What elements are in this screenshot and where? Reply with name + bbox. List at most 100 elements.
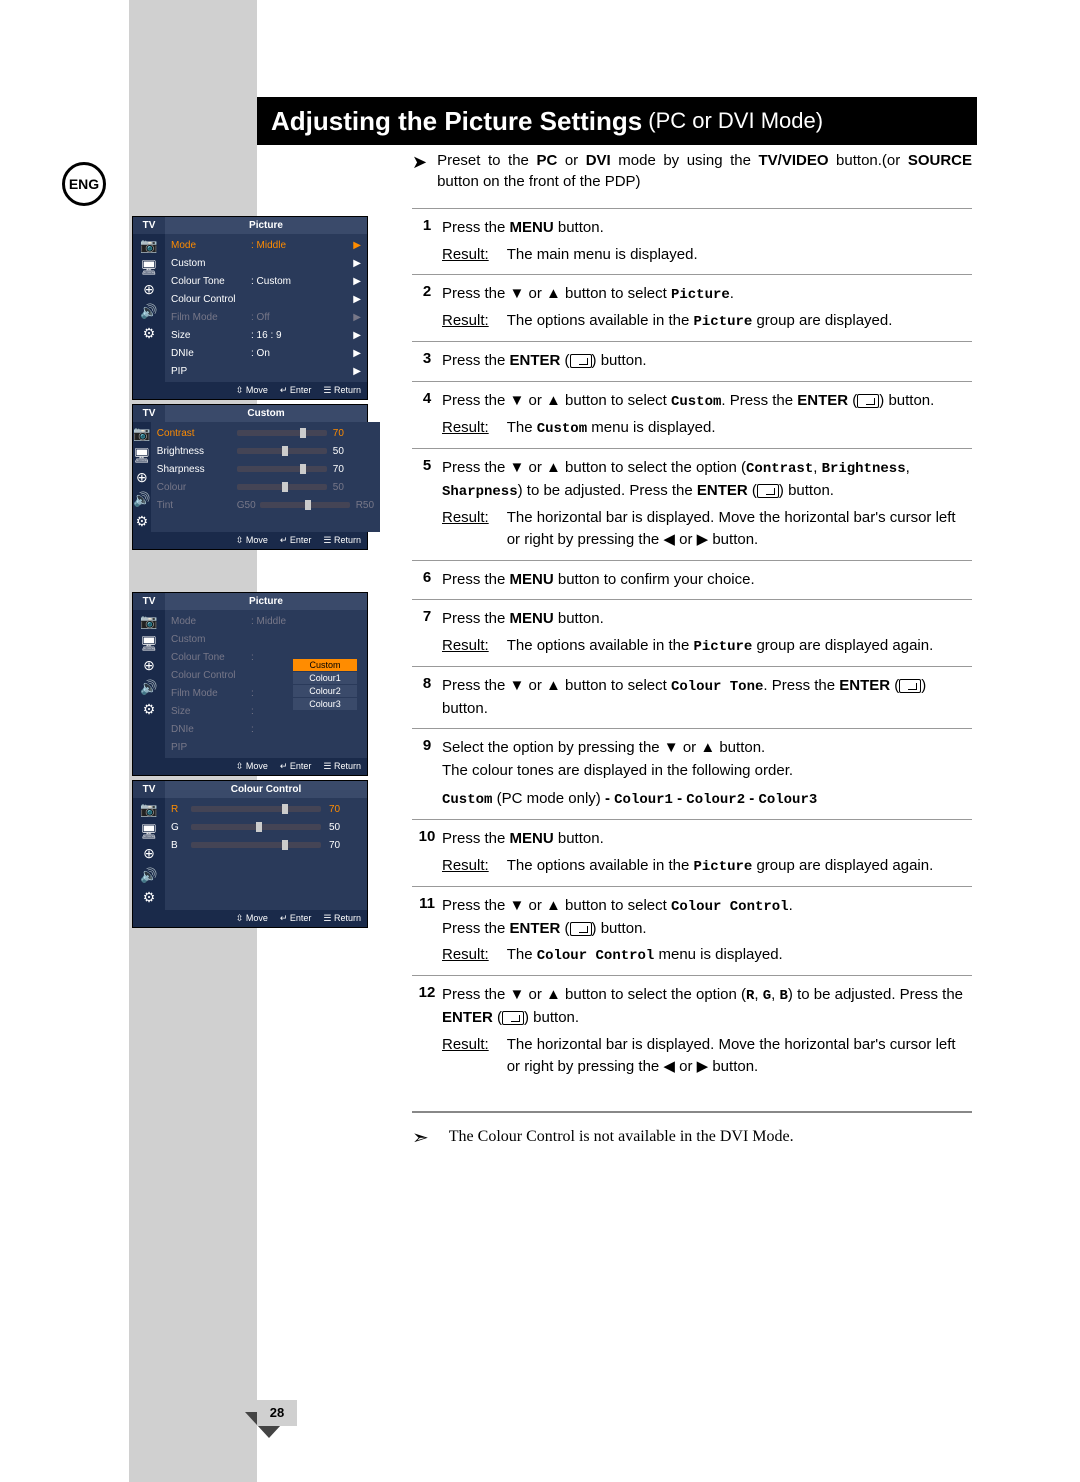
osd-submenu-item: Colour2 [293,685,357,697]
result-label: Result: [442,244,489,267]
result-label: Result: [442,855,489,878]
result-text: The main menu is displayed. [507,244,972,267]
preset-row: ➤ Preset to the PC or DVI mode by using … [412,150,972,192]
osd-title: Colour Control [165,781,367,798]
step-body: Press the MENU button to confirm your ch… [442,569,972,592]
step: 7Press the MENU button.Result:The option… [412,599,972,666]
step-main: Press the MENU button. [442,217,972,240]
osd-tv: TV [133,781,165,798]
page-number: 28 [257,1400,297,1426]
step: 8Press the ▼ or ▲ button to select Colou… [412,666,972,729]
arrow-icon: ➣ [412,1125,429,1150]
osd-rows: Contrast70Brightness50Sharpness70Colour5… [151,422,380,532]
osd-row: PIP [165,738,367,756]
osd-side-icon: ⊕ [133,278,165,300]
step-extra: Custom (PC mode only) - Colour1 - Colour… [442,788,972,811]
step-number: 5 [412,457,442,552]
osd-side-icon: ⊕ [133,842,165,864]
step-body: Press the ▼ or ▲ button to select Colour… [442,895,972,968]
osd-side-icon: 🔊 [133,300,165,322]
osd-submenu-item: Colour1 [293,672,357,684]
result-text: The Custom menu is displayed. [507,417,972,440]
osd-slider-row: TintG50R50 [151,496,380,514]
osd-title: Custom [165,405,367,422]
osd-row: Custom▶ [165,254,367,272]
step-main: Press the ▼ or ▲ button to select Custom… [442,390,972,413]
step: 5Press the ▼ or ▲ button to select the o… [412,448,972,560]
osd-side-icon: ⊕ [133,466,151,488]
osd-tv: TV [133,405,165,422]
osd-title: Picture [165,217,367,234]
osd-side-icon: 📷 [133,798,165,820]
step-number: 11 [412,895,442,968]
title-sub: (PC or DVI Mode) [648,108,823,134]
osd-tv: TV [133,217,165,234]
step: 12Press the ▼ or ▲ button to select the … [412,975,972,1087]
title-main: Adjusting the Picture Settings [271,106,642,137]
step-body: Press the MENU button. Result: The main me… [442,217,972,266]
osd-submenu: CustomColour1Colour2Colour3 [293,658,357,711]
result-text: The options available in the Picture gro… [507,635,972,658]
step-number: 10 [412,828,442,878]
osd-row: Mode: Middle [165,612,367,630]
step-body: Press the MENU button. Result: The options… [442,828,972,878]
osd-menu: TVPicture 📷🖥⊕🔊⚙Mode: Middle▶Custom▶Colou… [132,216,368,400]
step-main: Press the ▼ or ▲ button to select Pictur… [442,283,972,306]
lang-badge: ENG [62,162,106,206]
step-main: Press the ▼ or ▲ button to select Colour… [442,895,972,941]
step-main: Press the ▼ or ▲ button to select the op… [442,984,972,1030]
osd-slider-row: Colour50 [151,478,380,496]
osd-slider-row: B70 [165,836,367,854]
step-body: Press the ▼ or ▲ button to select the op… [442,457,972,552]
osd-row: Colour Tone: Custom▶ [165,272,367,290]
osd-side-icon: 🖥 [133,632,165,654]
preset-text: Preset to the PC or DVI mode by using th… [437,150,972,192]
step-main: Press the ENTER () button. [442,350,972,373]
result-label: Result: [442,1034,489,1079]
osd-slider-row: Sharpness70 [151,460,380,478]
step: 4Press the ▼ or ▲ button to select Custo… [412,381,972,448]
osd-side-icon: ⚙ [133,698,165,720]
step: 11Press the ▼ or ▲ button to select Colo… [412,886,972,976]
step-main: Press the MENU button. [442,828,972,851]
step-number: 2 [412,283,442,333]
osd-icons: 📷🖥⊕🔊⚙ [133,610,165,758]
osd-slider-row: Contrast70 [151,424,380,442]
result-text: The options available in the Picture gro… [507,855,972,878]
step-number: 12 [412,984,442,1079]
osd-side-icon: 🖥 [133,256,165,278]
step-body: Press the ▼ or ▲ button to select Custom… [442,390,972,440]
osd-slider-row: Brightness50 [151,442,380,460]
step-main: Select the option by pressing the ▼ or ▲… [442,737,972,782]
osd-row: DNIe: On▶ [165,344,367,362]
step-body: Press the ▼ or ▲ button to select the op… [442,984,972,1079]
result-text: The horizontal bar is displayed. Move th… [507,507,972,552]
result-label: Result: [442,417,489,440]
osd-icons: 📷🖥⊕🔊⚙ [133,234,165,382]
osd-footer: ⇳ Move↵ Enter☰ Return [133,758,367,775]
step-number: 3 [412,350,442,373]
osd-slider-row: R70 [165,800,367,818]
osd-footer: ⇳ Move↵ Enter☰ Return [133,532,367,549]
osd-row: Custom [165,630,367,648]
osd-icons: 📷🖥⊕🔊⚙ [133,422,151,532]
step-body: Press the MENU button.Result:The options… [442,608,972,658]
step-main: Press the ▼ or ▲ button to select Colour… [442,675,972,721]
step: 10Press the MENU button. Result: The optio… [412,819,972,886]
step: 1Press the MENU button. Result: The main m… [412,208,972,274]
osd-side-icon: 🔊 [133,864,165,886]
osd-side-icon: ⚙ [133,886,165,908]
step-main: Press the MENU button to confirm your ch… [442,569,972,592]
content: ➤ Preset to the PC or DVI mode by using … [412,150,972,1150]
footer-note: ➣ The Colour Control is not available in… [412,1111,972,1150]
result-label: Result: [442,944,489,967]
osd-footer: ⇳ Move↵ Enter☰ Return [133,382,367,399]
step-number: 1 [412,217,442,266]
step: 2Press the ▼ or ▲ button to select Pictu… [412,274,972,341]
step-number: 6 [412,569,442,592]
osd-menu: TVPicture 📷🖥⊕🔊⚙Mode: MiddleCustomColour … [132,592,368,776]
result-text: The horizontal bar is displayed. Move th… [507,1034,972,1079]
result-text: The Colour Control menu is displayed. [507,944,972,967]
title-bar: Adjusting the Picture Settings (PC or DV… [257,97,977,145]
result-label: Result: [442,310,489,333]
